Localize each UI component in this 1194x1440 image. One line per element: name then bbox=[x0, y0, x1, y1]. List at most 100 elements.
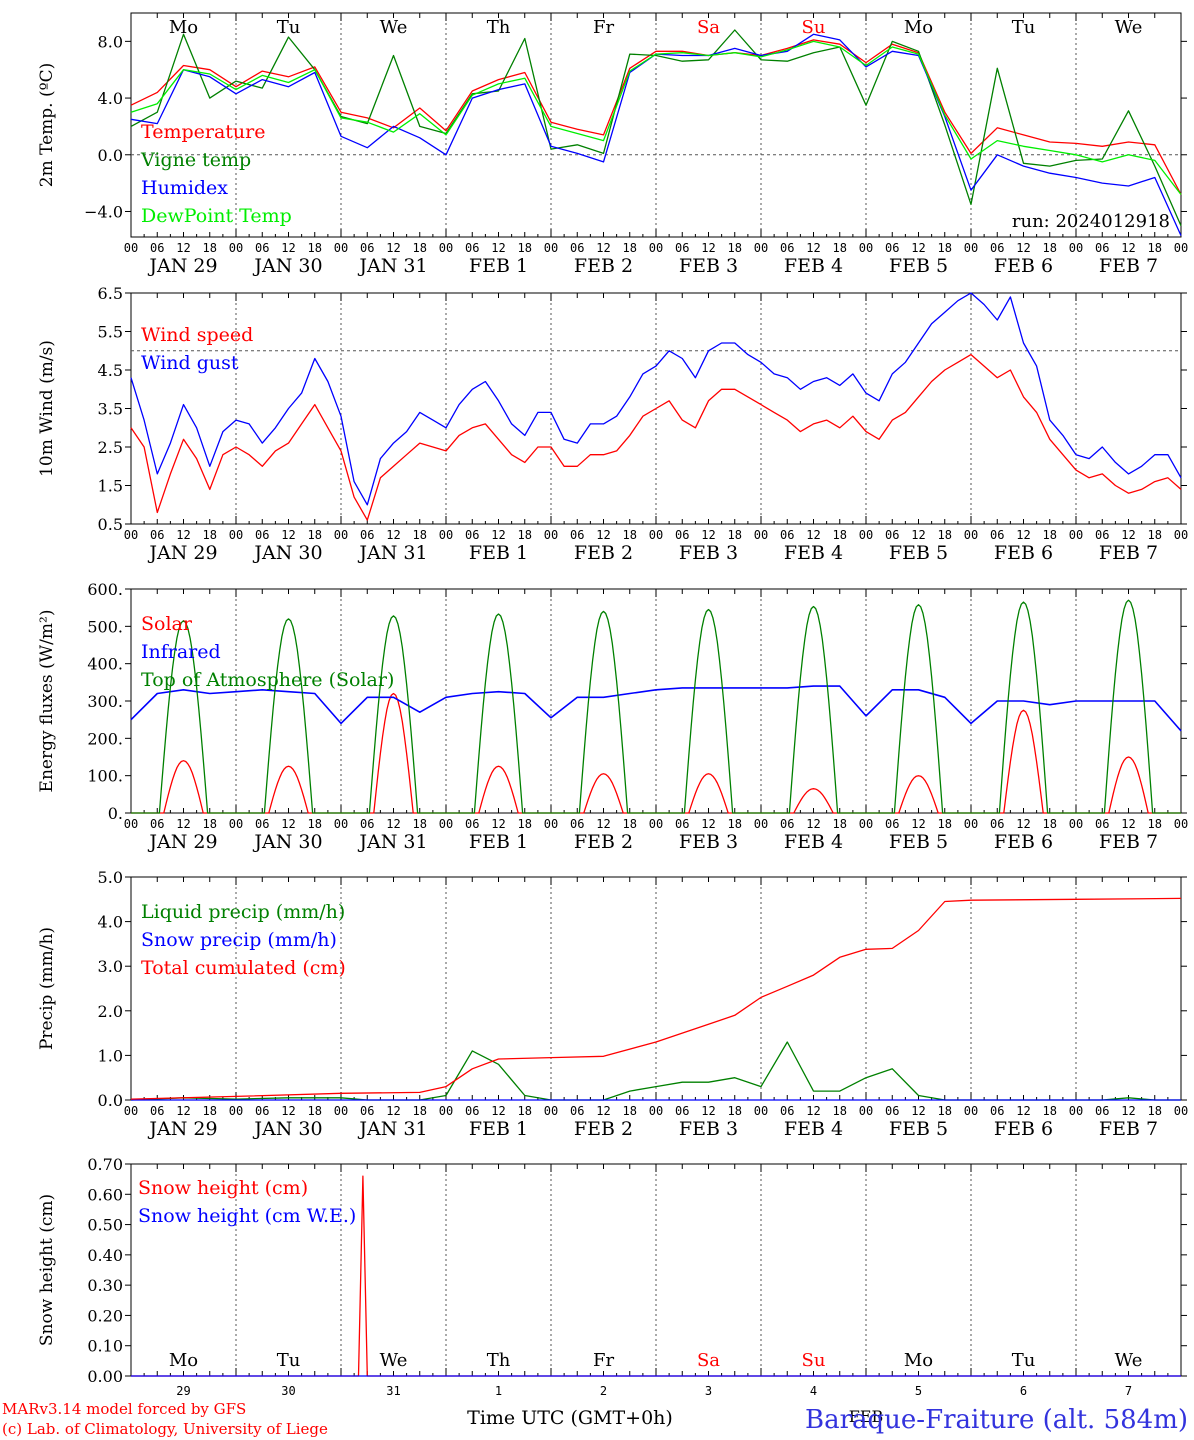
hour-label: 12 bbox=[491, 241, 505, 255]
hour-label: 18 bbox=[518, 817, 532, 831]
hour-label: 06 bbox=[990, 1104, 1004, 1118]
hour-label: 12 bbox=[281, 241, 295, 255]
day-label: JAN 31 bbox=[357, 255, 427, 277]
hour-label: 06 bbox=[465, 817, 479, 831]
hour-label: 18 bbox=[413, 1104, 427, 1118]
series-line bbox=[130, 292, 1182, 506]
hour-label: 12 bbox=[806, 817, 820, 831]
day-label: FEB 3 bbox=[679, 255, 738, 277]
hour-label: 06 bbox=[255, 241, 269, 255]
hour-label: 18 bbox=[623, 241, 637, 255]
y-tick-label: 0.0 bbox=[98, 1091, 123, 1110]
series-line bbox=[130, 39, 1182, 195]
y-tick-label: 100. bbox=[87, 767, 123, 786]
time-axis-label: Time UTC (GMT+0h) bbox=[467, 1407, 673, 1429]
day-label: JAN 30 bbox=[252, 831, 322, 853]
legend-entry: Vigne temp bbox=[140, 149, 251, 171]
day-label: FEB 1 bbox=[469, 542, 528, 564]
legend-entry: Humidex bbox=[141, 177, 228, 199]
hour-label: 12 bbox=[386, 241, 400, 255]
y-tick-label: 0.5 bbox=[98, 515, 123, 534]
weekday-label: Mo bbox=[169, 1350, 198, 1371]
hour-label: 00 bbox=[754, 241, 768, 255]
y-tick-label: 200. bbox=[87, 729, 123, 748]
series-line bbox=[130, 685, 1182, 732]
day-label: FEB 4 bbox=[784, 542, 843, 564]
hour-label: 06 bbox=[780, 817, 794, 831]
day-label: FEB 6 bbox=[994, 255, 1053, 277]
day-label: JAN 30 bbox=[252, 255, 322, 277]
day-label: FEB 4 bbox=[784, 831, 843, 853]
hour-label: 18 bbox=[938, 1104, 952, 1118]
weekday-label: Sa bbox=[697, 17, 720, 38]
hour-label: 00 bbox=[859, 241, 873, 255]
day-label: JAN 29 bbox=[147, 255, 217, 277]
legend-entry: Top of Atmosphere (Solar) bbox=[141, 669, 394, 691]
hour-label: 06 bbox=[1095, 817, 1109, 831]
hour-label: 06 bbox=[990, 817, 1004, 831]
y-tick-label: 0.70 bbox=[87, 1155, 123, 1174]
hour-label: 12 bbox=[176, 528, 190, 542]
day-label: FEB 3 bbox=[679, 1118, 738, 1140]
hour-label: 00 bbox=[439, 241, 453, 255]
hour-label: 18 bbox=[728, 241, 742, 255]
hour-label: 06 bbox=[675, 1104, 689, 1118]
hour-label: 06 bbox=[570, 1104, 584, 1118]
day-label: JAN 30 bbox=[252, 542, 322, 564]
hour-label: 18 bbox=[728, 1104, 742, 1118]
hour-label: 00 bbox=[334, 817, 348, 831]
y-axis-label: Energy fluxes (W/m²) bbox=[37, 610, 57, 793]
hour-label: 18 bbox=[518, 241, 532, 255]
hour-label: 12 bbox=[911, 817, 925, 831]
hour-label: 00 bbox=[544, 241, 558, 255]
hour-label: 12 bbox=[911, 528, 925, 542]
hour-label: 12 bbox=[1016, 241, 1030, 255]
hour-label: 00 bbox=[229, 1104, 243, 1118]
day-label: FEB 4 bbox=[784, 1118, 843, 1140]
hour-label: 18 bbox=[1043, 1104, 1057, 1118]
panel-1: 8.0 4.0 0.0 −4.0 2m Temp. (ºC) 00 06 12 18 00 06 12… bbox=[37, 12, 1188, 277]
bottom-day-number: 31 bbox=[386, 1384, 400, 1398]
y-tick-label: 0.20 bbox=[87, 1306, 123, 1325]
hour-label: 12 bbox=[1121, 817, 1135, 831]
hour-label: 00 bbox=[754, 817, 768, 831]
hour-label: 06 bbox=[990, 241, 1004, 255]
hour-label: 12 bbox=[386, 528, 400, 542]
hour-label: 00 bbox=[124, 817, 138, 831]
hour-label: 06 bbox=[570, 528, 584, 542]
hour-label: 00 bbox=[859, 817, 873, 831]
station-title: Baraque-Fraiture (alt. 584m) bbox=[805, 1405, 1188, 1435]
hour-label: 00 bbox=[649, 528, 663, 542]
day-label: FEB 1 bbox=[469, 1118, 528, 1140]
series-line bbox=[131, 599, 1181, 814]
hour-label: 00 bbox=[229, 241, 243, 255]
bottom-day-number: 5 bbox=[915, 1384, 922, 1398]
hour-label: 12 bbox=[176, 241, 190, 255]
weekday-label: We bbox=[380, 1350, 408, 1371]
y-tick-label: 0.0 bbox=[98, 146, 123, 165]
hour-label: 00 bbox=[964, 1104, 978, 1118]
hour-label: 06 bbox=[675, 528, 689, 542]
legend-entry: DewPoint Temp bbox=[141, 205, 292, 227]
y-tick-label: 0.60 bbox=[87, 1185, 123, 1204]
hour-label: 18 bbox=[623, 528, 637, 542]
series-line bbox=[130, 40, 1182, 195]
day-label: FEB 6 bbox=[994, 831, 1053, 853]
y-tick-label: 4.0 bbox=[98, 89, 123, 108]
day-label: JAN 30 bbox=[252, 1118, 322, 1140]
hour-label: 06 bbox=[570, 241, 584, 255]
hour-label: 00 bbox=[964, 817, 978, 831]
bottom-day-number: 1 bbox=[495, 1384, 502, 1398]
legend-entry: Liquid precip (mm/h) bbox=[141, 901, 345, 923]
hour-label: 18 bbox=[308, 1104, 322, 1118]
weekday-label: Th bbox=[487, 17, 511, 38]
hour-label: 18 bbox=[833, 817, 847, 831]
y-tick-label: 600. bbox=[87, 580, 123, 599]
hour-label: 06 bbox=[780, 1104, 794, 1118]
weekday-label: Su bbox=[802, 1350, 826, 1371]
hour-label: 12 bbox=[1016, 528, 1030, 542]
hour-label: 12 bbox=[701, 528, 715, 542]
day-label: FEB 5 bbox=[889, 255, 948, 277]
day-label: FEB 2 bbox=[574, 542, 633, 564]
hour-label: 12 bbox=[491, 817, 505, 831]
